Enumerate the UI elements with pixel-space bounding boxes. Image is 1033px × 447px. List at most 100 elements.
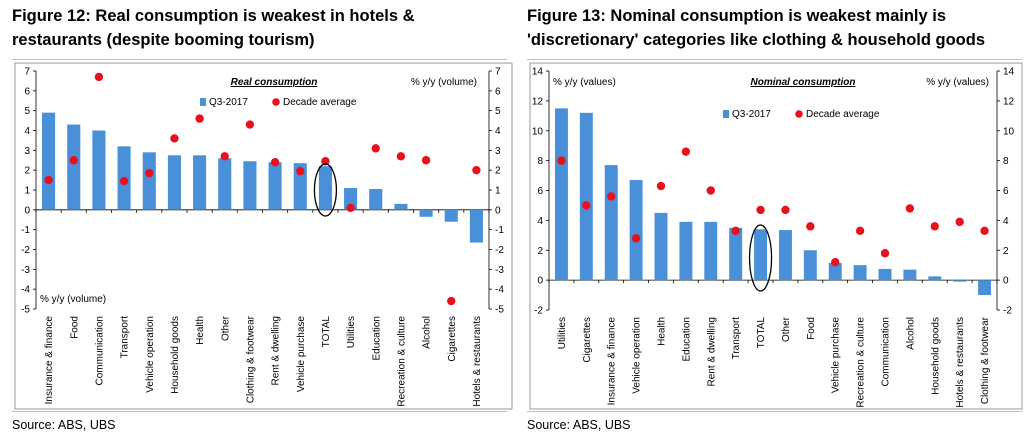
dot-total [756, 205, 765, 215]
x-label-vehicle-operation: Vehicle operation [145, 316, 156, 393]
y-tick-label-left: 2 [24, 166, 30, 177]
y-tick-label-left: 2 [537, 246, 543, 257]
bar-recreation-culture [394, 203, 408, 210]
bar-insurance-finance [42, 112, 56, 210]
y-tick-label-left: -2 [534, 306, 543, 317]
y-tick-label-left: 6 [537, 186, 543, 197]
figure-12-source: Source: ABS, UBS [12, 418, 116, 432]
x-label-communication: Communication [881, 317, 892, 386]
bar-vehicle-purchase [828, 262, 842, 281]
bar-other [778, 230, 792, 281]
bar-insurance-finance [604, 165, 618, 281]
bar-household-goods [928, 276, 942, 281]
dot-alcohol [905, 204, 915, 213]
x-label-alcohol: Alcohol [422, 316, 433, 349]
y-tick-label-right: 0 [495, 205, 501, 216]
figure-13-chart-svg: -2 -2 0 0 2 2 4 4 6 6 8 8 10 10 12 12 14 14 Utilities Cigar… [529, 62, 1023, 410]
unit-label-right: % y/y (volume) [411, 77, 477, 88]
dot-food [69, 156, 78, 165]
bar-transport [729, 227, 743, 281]
y-tick-label-right: 7 [495, 67, 501, 78]
chart-title: Real consumption [231, 77, 318, 88]
total-highlight-ellipse [748, 224, 773, 292]
y-tick-label-left: 5 [24, 106, 30, 117]
dot-utilities [557, 156, 566, 165]
dot-rent-dwelling [270, 158, 280, 167]
x-label-recreation-culture: Recreation & culture [396, 316, 407, 407]
dot-other [781, 205, 790, 215]
unit-label-left-bottom: % y/y (volume) [40, 294, 106, 305]
dot-cigarettes [447, 296, 456, 306]
y-tick-label-left: 6 [24, 86, 30, 97]
dot-total [321, 157, 330, 166]
dot-health [656, 181, 666, 191]
bar-utilities [344, 188, 358, 210]
figure-12-top-rule [12, 59, 507, 60]
y-tick-label-right: -2 [1003, 306, 1012, 317]
x-label-transport: Transport [731, 317, 742, 360]
x-label-hotels-restaurants: Hotels & restaurants [472, 316, 483, 407]
y-tick-label-right: 0 [1003, 276, 1009, 287]
dot-vehicle-purchase [296, 166, 305, 176]
unit-label-left: % y/y (values) [553, 77, 616, 88]
bar-rent-dwelling [268, 162, 282, 210]
dot-rent-dwelling [706, 186, 715, 195]
x-label-total: TOTAL [756, 317, 767, 349]
bar-education [369, 189, 383, 210]
y-tick-label-left: -3 [21, 265, 30, 276]
x-label-health: Health [657, 317, 668, 346]
x-label-food: Food [806, 317, 817, 340]
x-label-household-goods: Household goods [930, 317, 941, 395]
dot-other [220, 152, 229, 161]
x-label-rent-dwelling: Rent & dwelling [271, 316, 282, 385]
y-tick-label-left: 8 [537, 156, 543, 167]
legend-label-decade-average: Decade average [283, 97, 357, 108]
figure-13-title: Figure 13: Nominal consumption is weakes… [527, 7, 986, 49]
y-tick-label-right: 4 [1003, 216, 1009, 227]
x-label-utilities: Utilities [346, 316, 357, 348]
bar-recreation-culture [853, 265, 867, 281]
bar-alcohol [903, 269, 917, 281]
figure-12-chart-svg: -5 -5 -4 -4 -3 -3 -2 -2 -1 -1 0 0 1 1 2 2 3 3 4 4 5 5 6 6 7 7 Insu… [14, 62, 513, 410]
dot-communication [880, 249, 890, 258]
bar-cigarettes [579, 112, 593, 281]
y-tick-label-right: 2 [495, 166, 501, 177]
y-tick-label-left: -1 [21, 225, 30, 236]
y-tick-label-left: 1 [24, 186, 30, 197]
bar-education [679, 221, 693, 281]
bar-health [654, 212, 668, 281]
y-tick-label-left: 4 [24, 126, 30, 137]
dot-household-goods [170, 134, 179, 143]
y-tick-label-left: 14 [532, 67, 544, 78]
y-tick-label-right: -4 [495, 285, 504, 296]
y-tick-label-left: -4 [21, 285, 30, 296]
legend-label-decade-average: Decade average [806, 109, 880, 120]
y-tick-label-left: 10 [532, 126, 544, 137]
dot-recreation-culture [396, 152, 406, 161]
x-label-education: Education [681, 317, 692, 361]
plot-frame [529, 62, 1023, 410]
bar-hotels-restaurants [469, 209, 483, 243]
dot-utilities [346, 203, 355, 213]
bar-hotels-restaurants [953, 280, 967, 282]
x-label-cigarettes: Cigarettes [582, 317, 593, 363]
figure-12-bottom-rule [12, 411, 507, 412]
dot-hotels-restaurants [472, 165, 481, 175]
dot-insurance-finance [607, 192, 616, 201]
bar-communication [92, 130, 106, 210]
dot-cigarettes [582, 201, 591, 210]
y-tick-label-left: -5 [21, 305, 30, 316]
dot-clothing-footwear [245, 120, 255, 129]
x-label-recreation-culture: Recreation & culture [856, 317, 867, 408]
dot-education [681, 147, 691, 156]
dot-communication [94, 72, 104, 82]
dot-transport [119, 176, 129, 186]
unit-label-right: % y/y (values) [926, 77, 989, 88]
legend-bar-swatch [723, 110, 729, 118]
figure-13-chart: -2 -2 0 0 2 2 4 4 6 6 8 8 10 10 12 12 14 14 Utilities Cigar… [527, 60, 1027, 417]
bar-total [754, 229, 768, 281]
x-label-vehicle-operation: Vehicle operation [632, 317, 643, 394]
x-label-utilities: Utilities [557, 317, 568, 349]
x-label-rent-dwelling: Rent & dwelling [706, 317, 717, 386]
y-tick-label-left: -2 [21, 245, 30, 256]
